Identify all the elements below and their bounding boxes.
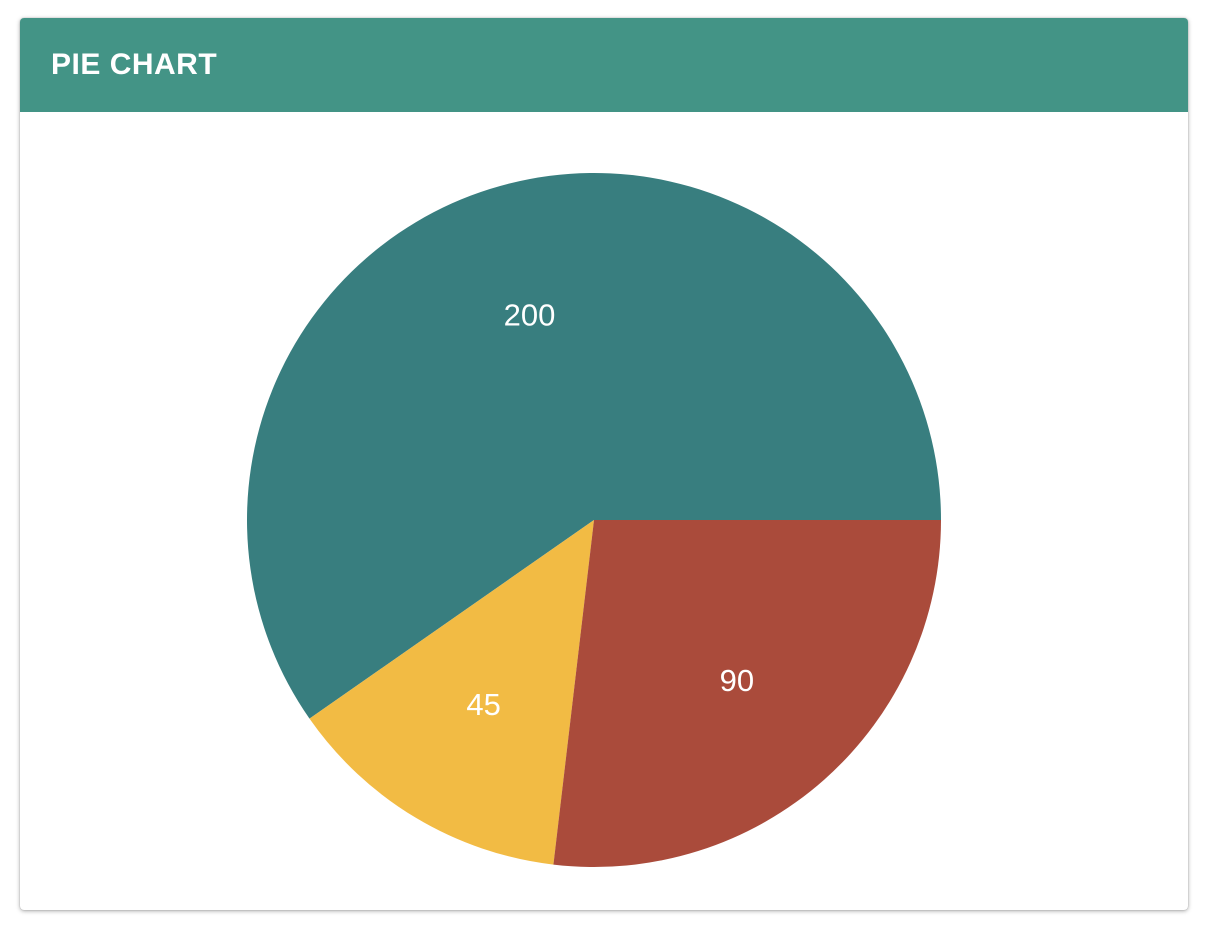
pie-slices [246, 172, 941, 868]
pie-slice-label: 200 [504, 297, 556, 332]
pie-slice-90[interactable] [553, 520, 941, 868]
pie-labels: 200 45 90 [466, 297, 754, 722]
pie-slice-200[interactable] [246, 172, 941, 719]
card-title: PIE CHART [51, 48, 218, 81]
card-header: PIE CHART [20, 18, 1188, 112]
pie-slice-45[interactable] [309, 520, 595, 865]
pie-chart: 200 45 90 [246, 172, 941, 868]
chart-card: PIE CHART 200 45 90 [20, 18, 1188, 910]
pie-slice-label: 90 [720, 663, 754, 698]
pie-slice-label: 45 [466, 687, 500, 722]
